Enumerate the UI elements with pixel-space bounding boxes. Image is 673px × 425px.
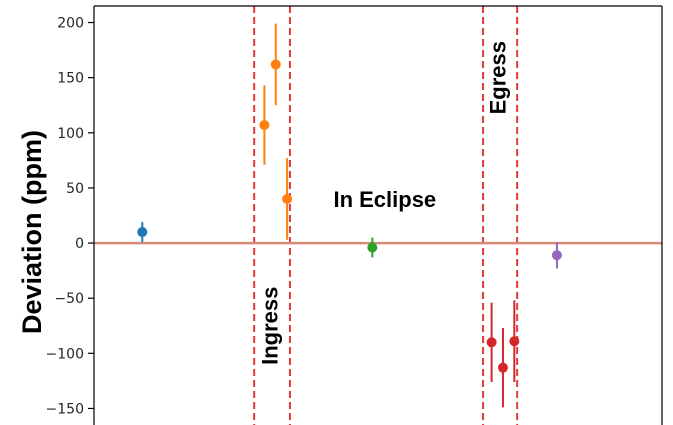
y-tick-label: −50 xyxy=(54,291,84,307)
phase-annotation: Egress xyxy=(485,41,510,114)
data-point xyxy=(270,59,281,70)
data-point xyxy=(367,242,378,253)
y-tick-label: 100 xyxy=(57,126,84,142)
y-tick-label: 200 xyxy=(57,16,84,32)
y-tick-label: 0 xyxy=(75,236,84,252)
phase-annotation: Ingress xyxy=(258,287,283,365)
axes-layer xyxy=(88,5,663,425)
data-point xyxy=(551,250,562,261)
phase-annotation: In Eclipse xyxy=(333,187,436,212)
text-layer: 200 150 100 50 0 −50 −100 −150 Ingress In Eclipse… xyxy=(46,16,511,418)
data-point xyxy=(282,193,293,204)
data-point xyxy=(486,337,497,348)
y-tick-label: −150 xyxy=(46,401,84,417)
vlines-layer xyxy=(253,6,519,425)
data-points-layer xyxy=(137,23,562,408)
data-point xyxy=(497,362,508,373)
data-point xyxy=(259,120,270,131)
y-tick-label: 50 xyxy=(66,181,84,197)
data-point xyxy=(509,336,520,347)
data-point xyxy=(137,227,148,238)
y-tick-label: 150 xyxy=(57,71,84,87)
y-tick-label: −100 xyxy=(46,346,84,362)
y-axis-label: Deviation (ppm) xyxy=(17,130,47,334)
